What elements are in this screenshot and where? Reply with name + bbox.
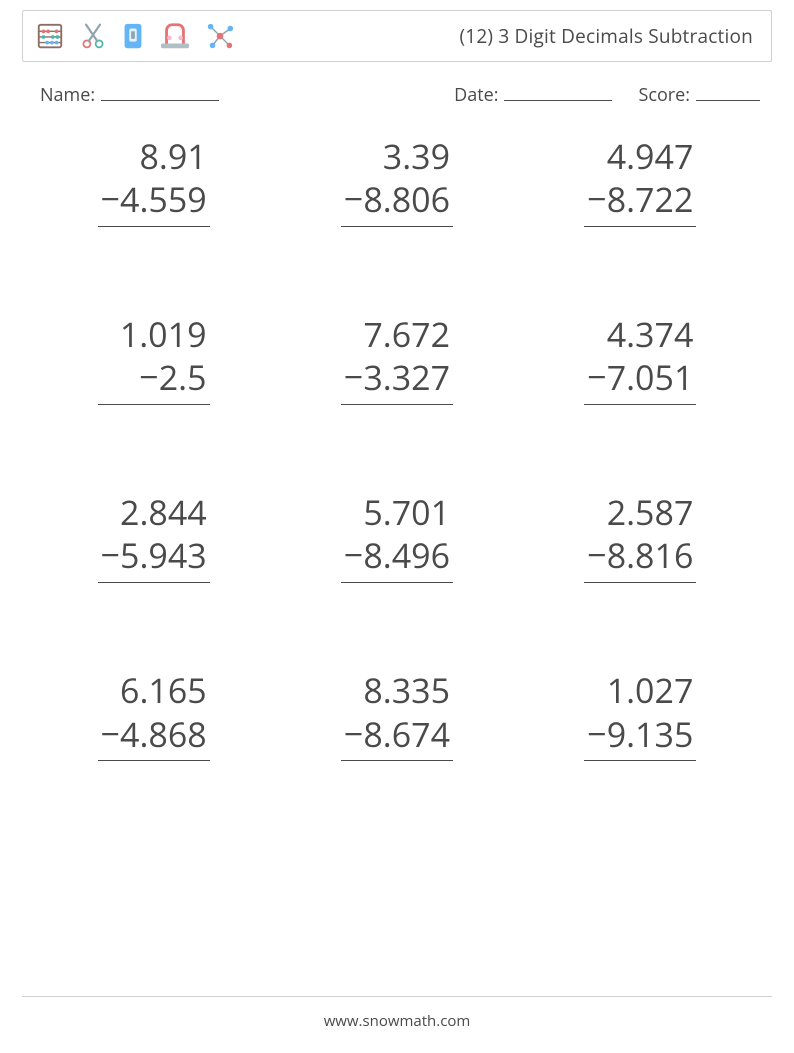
minuend: 8.91 — [98, 135, 210, 179]
subtrahend-row: −2.5 — [98, 356, 210, 405]
problem: 8.335−8.674 — [275, 669, 518, 761]
subtrahend-row: −8.496 — [341, 534, 453, 583]
subtraction-stack: 5.701−8.496 — [341, 491, 453, 583]
subtraction-stack: 2.587−8.816 — [584, 491, 696, 583]
subtraction-stack: 8.91−4.559 — [98, 135, 210, 227]
name-field: Name: — [40, 82, 219, 107]
minus-operator: − — [587, 177, 606, 221]
minus-operator: − — [587, 533, 606, 577]
subtrahend-row: −8.816 — [584, 534, 696, 583]
header-bar: (12) 3 Digit Decimals Subtraction — [22, 10, 772, 62]
subtrahend: 8.496 — [363, 532, 450, 578]
subtrahend-row: −9.135 — [584, 713, 696, 762]
subtrahend: 3.327 — [363, 354, 450, 400]
minuend: 8.335 — [341, 669, 453, 713]
minuend: 1.027 — [584, 669, 696, 713]
minuend: 2.587 — [584, 491, 696, 535]
subtrahend-row: −7.051 — [584, 356, 696, 405]
score-label: Score: — [638, 83, 690, 107]
minuend: 4.374 — [584, 313, 696, 357]
problem: 8.91−4.559 — [32, 135, 275, 227]
footer-url: www.snowmath.com — [324, 1011, 471, 1031]
problem: 3.39−8.806 — [275, 135, 518, 227]
subtraction-stack: 1.027−9.135 — [584, 669, 696, 761]
subtrahend: 5.943 — [120, 532, 207, 578]
scissors-icon — [79, 21, 107, 51]
subtrahend: 4.868 — [120, 711, 207, 757]
minuend: 6.165 — [98, 669, 210, 713]
subtraction-stack: 8.335−8.674 — [341, 669, 453, 761]
stapler-icon — [159, 21, 191, 51]
subtrahend: 8.722 — [607, 176, 694, 222]
minus-operator: − — [587, 712, 606, 756]
meta-row: Name: Date: Score: — [22, 82, 772, 107]
minus-operator: − — [344, 712, 363, 756]
problem: 7.672−3.327 — [275, 313, 518, 405]
minuend: 1.019 — [98, 313, 210, 357]
minus-operator: − — [587, 355, 606, 399]
subtrahend-row: −4.559 — [98, 178, 210, 227]
abacus-icon — [35, 21, 65, 51]
subtrahend-row: −4.868 — [98, 713, 210, 762]
date-blank[interactable] — [504, 82, 612, 101]
name-label: Name: — [40, 83, 95, 107]
worksheet-title: (12) 3 Digit Decimals Subtraction — [459, 23, 753, 49]
subtraction-stack: 3.39−8.806 — [341, 135, 453, 227]
subtraction-stack: 6.165−4.868 — [98, 669, 210, 761]
subtraction-stack: 1.019−2.5 — [98, 313, 210, 405]
problem: 1.027−9.135 — [519, 669, 762, 761]
subtrahend: 2.5 — [159, 354, 207, 400]
subtrahend-row: −3.327 — [341, 356, 453, 405]
minuend: 5.701 — [341, 491, 453, 535]
subtrahend: 8.816 — [607, 532, 694, 578]
name-blank[interactable] — [101, 82, 219, 101]
footer-rule — [22, 996, 772, 997]
minus-operator: − — [101, 533, 120, 577]
tool-icon-row — [35, 21, 235, 51]
problem: 6.165−4.868 — [32, 669, 275, 761]
subtrahend-row: −8.674 — [341, 713, 453, 762]
subtraction-stack: 7.672−3.327 — [341, 313, 453, 405]
subtrahend: 9.135 — [607, 711, 694, 757]
problem: 5.701−8.496 — [275, 491, 518, 583]
problems-grid: 8.91−4.5593.39−8.8064.947−8.7221.019−2.5… — [22, 135, 772, 761]
problem: 1.019−2.5 — [32, 313, 275, 405]
date-label: Date: — [454, 83, 498, 107]
minus-operator: − — [139, 355, 158, 399]
minuend: 3.39 — [341, 135, 453, 179]
minus-operator: − — [344, 355, 363, 399]
problem: 4.374−7.051 — [519, 313, 762, 405]
problem: 2.844−5.943 — [32, 491, 275, 583]
minus-operator: − — [344, 533, 363, 577]
problem: 2.587−8.816 — [519, 491, 762, 583]
minus-operator: − — [101, 177, 120, 221]
problem: 4.947−8.722 — [519, 135, 762, 227]
subtraction-stack: 2.844−5.943 — [98, 491, 210, 583]
subtraction-stack: 4.374−7.051 — [584, 313, 696, 405]
subtrahend-row: −5.943 — [98, 534, 210, 583]
subtraction-stack: 4.947−8.722 — [584, 135, 696, 227]
minuend: 4.947 — [584, 135, 696, 179]
minuend: 7.672 — [341, 313, 453, 357]
score-blank[interactable] — [696, 82, 760, 101]
minus-operator: − — [344, 177, 363, 221]
subtrahend-row: −8.806 — [341, 178, 453, 227]
subtrahend: 8.674 — [363, 711, 450, 757]
subtrahend: 7.051 — [607, 354, 694, 400]
minuend: 2.844 — [98, 491, 210, 535]
subtrahend-row: −8.722 — [584, 178, 696, 227]
sharpener-icon — [121, 21, 145, 51]
page-footer: www.snowmath.com — [0, 996, 794, 1031]
subtrahend: 8.806 — [363, 176, 450, 222]
worksheet-page: (12) 3 Digit Decimals Subtraction Name: … — [0, 0, 794, 1053]
molecule-icon — [205, 21, 235, 51]
subtrahend: 4.559 — [120, 176, 207, 222]
minus-operator: − — [101, 712, 120, 756]
